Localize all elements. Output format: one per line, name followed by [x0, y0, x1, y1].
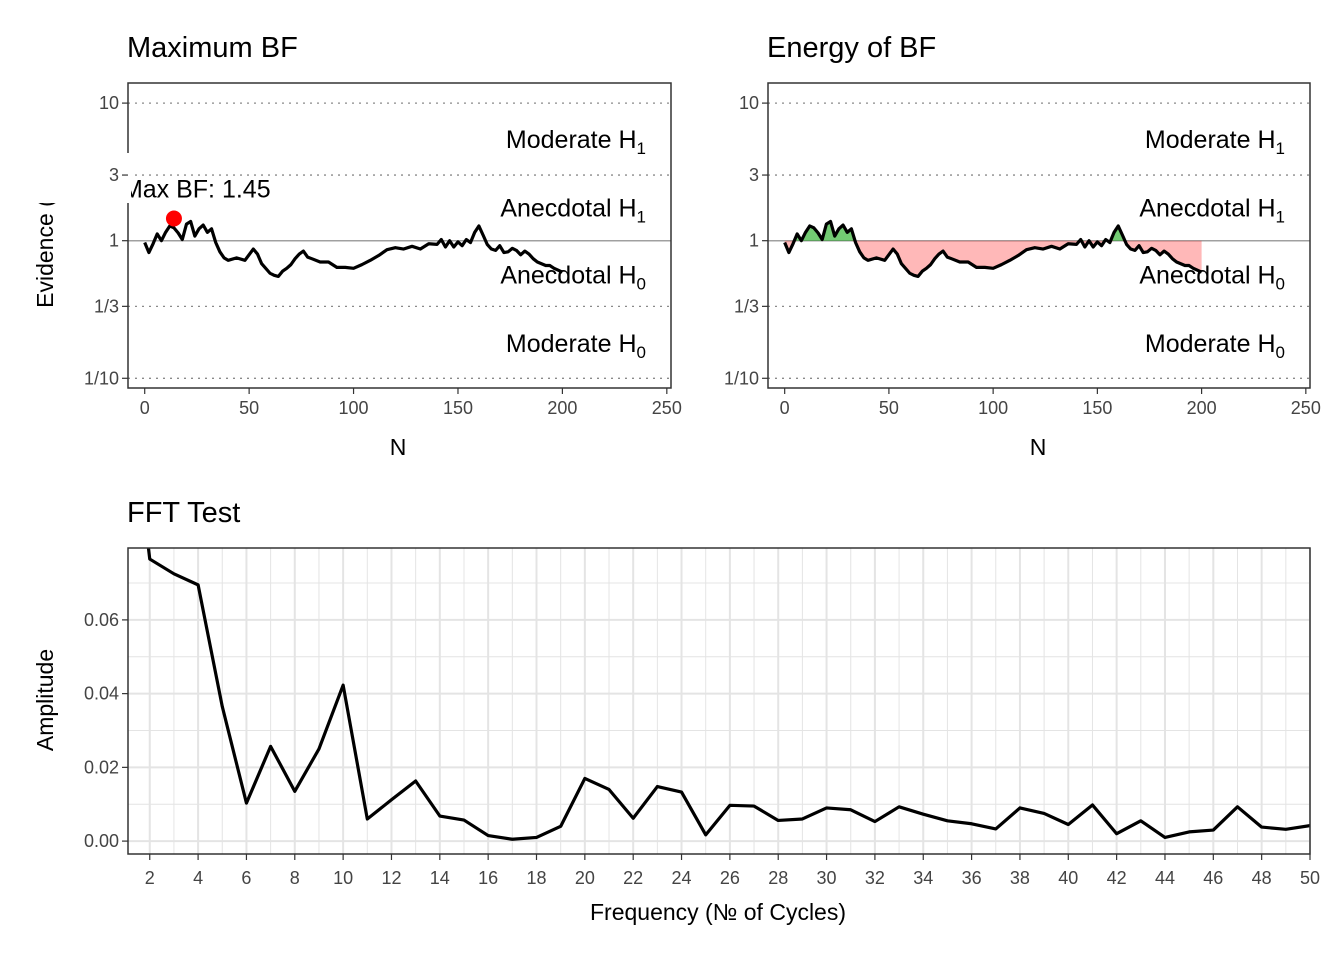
fft-test-panel: FFT Test Frequency (№ of Cycles) Amplitu… — [32, 497, 1320, 925]
x-tick-label: 24 — [672, 868, 692, 888]
panel-title: Energy of BF — [767, 32, 936, 64]
x-tick-label: 36 — [962, 868, 982, 888]
x-axis-label: N — [390, 434, 407, 460]
x-tick-label: 44 — [1155, 868, 1175, 888]
x-axis-label: Frequency (№ of Cycles) — [590, 899, 846, 925]
maximum-bf-panel: Maximum BF N Evidence (BF) 10311/31/1005… — [0, 32, 682, 460]
plot-background — [768, 83, 1310, 388]
x-tick-label: 6 — [241, 868, 251, 888]
x-tick-label: 32 — [865, 868, 885, 888]
y-axis-label: Amplitude — [32, 649, 58, 751]
x-tick-label: 0 — [140, 398, 150, 418]
fft-amplitude-line — [146, 548, 1310, 841]
x-tick-label: 48 — [1252, 868, 1272, 888]
y-tick-label: 3 — [749, 165, 759, 185]
x-tick-label: 38 — [1010, 868, 1030, 888]
clip-mask — [0, 153, 131, 203]
x-tick-label: 50 — [239, 398, 259, 418]
max-bf-point — [165, 210, 182, 227]
plot-background — [128, 548, 1310, 854]
x-tick-label: 100 — [339, 398, 369, 418]
evidence-region-label: Moderate H0 — [1145, 330, 1285, 362]
x-tick-label: 100 — [978, 398, 1008, 418]
y-tick-label: 1 — [749, 231, 759, 251]
x-tick-label: 4 — [193, 868, 203, 888]
x-tick-label: 0 — [780, 398, 790, 418]
panel-title: Maximum BF — [127, 32, 298, 64]
panel-title: FFT Test — [127, 497, 240, 529]
x-tick-label: 150 — [1082, 398, 1112, 418]
y-tick-label: 10 — [99, 93, 119, 113]
evidence-region-label: Anecdotal H0 — [1139, 261, 1285, 293]
x-tick-label: 16 — [478, 868, 498, 888]
x-tick-label: 250 — [1291, 398, 1321, 418]
y-tick-label: 0.00 — [84, 831, 119, 851]
x-tick-label: 2 — [145, 868, 155, 888]
x-tick-label: 10 — [333, 868, 353, 888]
bf-series-line — [783, 219, 1203, 279]
y-tick-label: 0.02 — [84, 757, 119, 777]
x-tick-label: 200 — [1187, 398, 1217, 418]
evidence-region-label: Anecdotal H1 — [500, 194, 646, 226]
evidence-region-label: Anecdotal H1 — [1139, 194, 1285, 226]
x-tick-label: 20 — [575, 868, 595, 888]
x-tick-label: 18 — [526, 868, 546, 888]
x-tick-label: 150 — [443, 398, 473, 418]
y-tick-label: 1/3 — [734, 296, 759, 316]
y-tick-label: 1/3 — [94, 296, 119, 316]
evidence-region-label: Anecdotal H0 — [500, 261, 646, 293]
x-tick-label: 200 — [547, 398, 577, 418]
plot-background — [128, 83, 671, 388]
y-tick-label: 3 — [109, 165, 119, 185]
x-tick-label: 34 — [913, 868, 933, 888]
x-tick-label: 250 — [652, 398, 682, 418]
energy-of-bf-panel: Energy of BF N 10 3 1 1/3 1/10 0 50 100 150 200 25… — [724, 32, 1321, 460]
x-tick-label: 14 — [430, 868, 450, 888]
bf-series-line — [143, 219, 564, 279]
x-tick-label: 30 — [817, 868, 837, 888]
x-tick-label: 26 — [720, 868, 740, 888]
y-tick-label: 0.04 — [84, 684, 119, 704]
x-tick-label: 46 — [1203, 868, 1223, 888]
x-tick-label: 50 — [879, 398, 899, 418]
max-bf-annotation: Max BF: 1.45 — [122, 175, 271, 203]
plot-border — [127, 547, 1311, 855]
x-tick-label: 42 — [1107, 868, 1127, 888]
x-tick-label: 8 — [290, 868, 300, 888]
y-tick-label: 10 — [739, 93, 759, 113]
y-tick-label: 1 — [109, 231, 119, 251]
energy-positive-area — [784, 221, 1202, 241]
x-tick-label: 22 — [623, 868, 643, 888]
x-tick-label: 50 — [1300, 868, 1320, 888]
x-tick-label: 12 — [381, 868, 401, 888]
y-tick-label: 1/10 — [724, 368, 759, 388]
x-tick-label: 28 — [768, 868, 788, 888]
y-tick-label: 0.06 — [84, 610, 119, 630]
plot-border — [127, 82, 672, 389]
energy-negative-area — [784, 240, 1202, 277]
plot-border — [767, 82, 1311, 389]
evidence-region-label: Moderate H0 — [506, 330, 646, 362]
evidence-region-label: Moderate H1 — [506, 126, 646, 158]
x-tick-label: 40 — [1058, 868, 1078, 888]
x-axis-label: N — [1030, 434, 1047, 460]
y-tick-label: 1/10 — [84, 368, 119, 388]
evidence-region-label: Moderate H1 — [1145, 126, 1285, 158]
